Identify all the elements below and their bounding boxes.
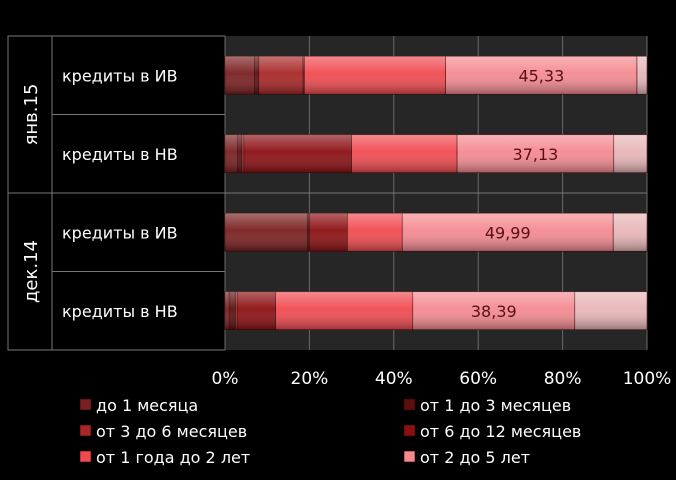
legend-swatch: [79, 424, 92, 437]
bar-segment-shading: [229, 291, 236, 330]
bar-segment-shading: [275, 291, 413, 330]
data-label: 38,39: [471, 302, 517, 321]
category-label: кредиты в НВ: [62, 302, 178, 321]
bar-segment-shading: [347, 213, 403, 252]
bar-segment-shading: [445, 56, 637, 95]
bar-segment-shading: [351, 134, 458, 173]
legend-label: от 3 до 6 месяцев: [96, 422, 247, 441]
x-tick-label: 0%: [212, 369, 239, 389]
bar-segment-shading: [309, 213, 348, 252]
bar-segment-shading: [303, 56, 305, 95]
bar-segment-shading: [225, 291, 230, 330]
legend-label: от 1 до 3 месяцев: [420, 396, 571, 415]
data-label: 49,99: [485, 223, 531, 242]
bar-segment-shading: [254, 56, 259, 95]
bar-segment-shading: [225, 56, 255, 95]
legend-swatch: [403, 424, 416, 437]
bar-segment-shading: [304, 56, 446, 95]
legend-swatch: [79, 398, 92, 411]
x-tick-label: 60%: [459, 369, 497, 389]
bar-segment-shading: [636, 56, 647, 95]
legend: до 1 месяца от 1 до 3 месяцев от 3 до 6 ме…: [79, 396, 581, 467]
data-label: 45,33: [518, 66, 564, 85]
legend-swatch: [403, 450, 416, 463]
legend-swatch: [403, 398, 416, 411]
x-tick-label: 100%: [623, 369, 672, 389]
x-tick-label: 80%: [544, 369, 582, 389]
labels-layer: 0% 20% 40% 60% 80% 100% янв.15 кредиты в ИВ кред…: [21, 66, 671, 389]
data-label: 37,13: [513, 145, 559, 164]
bar-segment-shading: [243, 134, 352, 173]
group-label: янв.15: [21, 84, 42, 146]
x-tick-label: 20%: [291, 369, 329, 389]
bar-segment-shading: [308, 213, 310, 252]
bar-segment-shading: [307, 213, 309, 252]
legend-label: до 1 месяца: [96, 396, 198, 415]
bar-segment-shading: [237, 291, 276, 330]
bar-segment-shading: [402, 213, 614, 252]
bars-layer: [224, 55, 648, 331]
bar-segment-shading: [241, 134, 244, 173]
bar-segment-shading: [235, 291, 238, 330]
category-label: кредиты в ИВ: [62, 223, 178, 242]
legend-label: от 2 до 5 лет: [420, 448, 530, 467]
group-label: дек.14: [21, 240, 42, 303]
bar-segment-shading: [613, 213, 647, 252]
category-label: кредиты в ИВ: [62, 66, 178, 85]
category-label: кредиты в НВ: [62, 145, 178, 164]
bar-segment-shading: [412, 291, 575, 330]
bar-segment-shading: [237, 134, 242, 173]
bar-segment-shading: [613, 134, 647, 173]
bar-segment-shading: [225, 213, 308, 252]
bar-segment-shading: [574, 291, 647, 330]
bar-segment-shading: [225, 134, 238, 173]
x-tick-label: 40%: [375, 369, 413, 389]
legend-label: от 1 года до 2 лет: [96, 448, 250, 467]
legend-swatch: [79, 450, 92, 463]
legend-label: от 6 до 12 месяцев: [420, 422, 581, 441]
bar-segment-shading: [457, 134, 614, 173]
bar-segment-shading: [258, 56, 304, 95]
